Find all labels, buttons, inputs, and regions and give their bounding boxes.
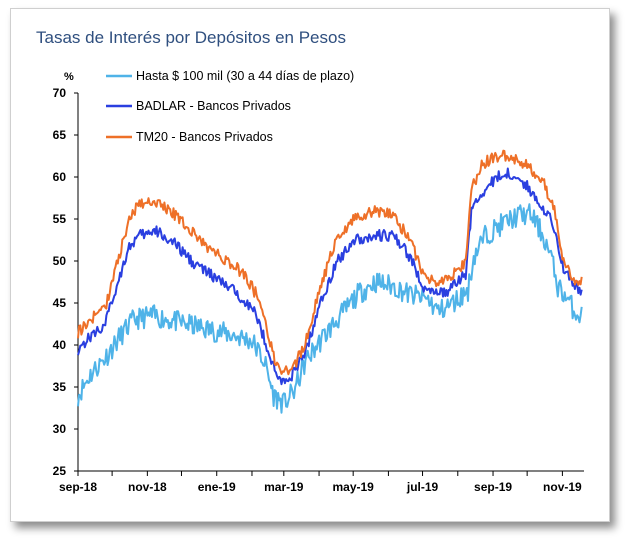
axes: 70 65 60 55 50 45 40 35 30 25% sep-18 nov-18 ene-19 m… <box>53 71 584 494</box>
x-tick-label: may-19 <box>332 480 374 494</box>
series-line-2 <box>77 167 583 386</box>
y-tick-label: 35 <box>53 380 67 394</box>
x-tick-label: nov-19 <box>543 480 582 494</box>
y-tick-label: 60 <box>53 170 67 184</box>
legend-label-2: BADLAR - Bancos Privados <box>136 99 291 113</box>
y-axis-unit-label: % <box>64 71 74 83</box>
legend-label-1: Hasta $ 100 mil (30 a 44 días de plazo) <box>136 69 354 83</box>
x-tick-label: sep-18 <box>59 480 97 494</box>
x-tick-label: jul-19 <box>406 480 439 494</box>
series-line-3 <box>77 149 583 376</box>
y-tick-label: 25 <box>53 464 67 478</box>
y-tick-label: 65 <box>53 128 67 142</box>
y-tick-label: 70 <box>53 86 67 100</box>
legend: Hasta $ 100 mil (30 a 44 días de plazo) B… <box>106 69 354 144</box>
chart-title: Tasas de Interés por Depósitos en Pesos <box>36 28 346 47</box>
y-tick-label: 55 <box>53 212 67 226</box>
x-tick-label: sep-19 <box>474 480 512 494</box>
series-line-1 <box>77 203 583 414</box>
y-tick-label: 45 <box>53 296 67 310</box>
y-tick-label: 50 <box>53 254 67 268</box>
x-tick-label: ene-19 <box>198 480 236 494</box>
y-tick-label: 40 <box>53 338 67 352</box>
x-tick-label: mar-19 <box>264 480 304 494</box>
x-tick-label: nov-18 <box>128 480 167 494</box>
chart-card <box>10 8 610 522</box>
legend-label-3: TM20 - Bancos Privados <box>136 130 273 144</box>
series-lines <box>77 149 583 414</box>
y-tick-label: 30 <box>53 422 67 436</box>
